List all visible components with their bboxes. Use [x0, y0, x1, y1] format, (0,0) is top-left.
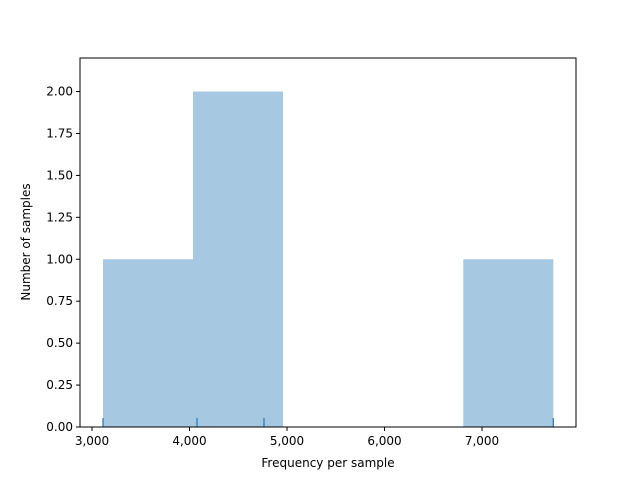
- y-tick-label: 1.75: [46, 126, 73, 140]
- x-tick-label: 7,000: [465, 434, 499, 448]
- bar: [193, 91, 284, 427]
- y-tick-label: 1.25: [46, 210, 73, 224]
- y-tick-label: 0.75: [46, 294, 73, 308]
- x-tick-label: 3,000: [75, 434, 109, 448]
- x-tick-label: 6,000: [367, 434, 401, 448]
- x-tick-label: 5,000: [270, 434, 304, 448]
- x-axis-label: Frequency per sample: [261, 456, 394, 470]
- x-tick-label: 4,000: [172, 434, 206, 448]
- y-tick-label: 1.00: [46, 252, 73, 266]
- bar: [103, 259, 194, 427]
- y-tick-label: 0.50: [46, 336, 73, 350]
- bar: [463, 259, 554, 427]
- y-axis-label: Number of samples: [19, 183, 33, 300]
- y-tick-label: 0.25: [46, 378, 73, 392]
- axes-frame: [79, 57, 577, 428]
- y-tick-label: 2.00: [46, 85, 73, 99]
- y-tick-label: 0.00: [46, 420, 73, 434]
- y-tick-label: 1.50: [46, 168, 73, 182]
